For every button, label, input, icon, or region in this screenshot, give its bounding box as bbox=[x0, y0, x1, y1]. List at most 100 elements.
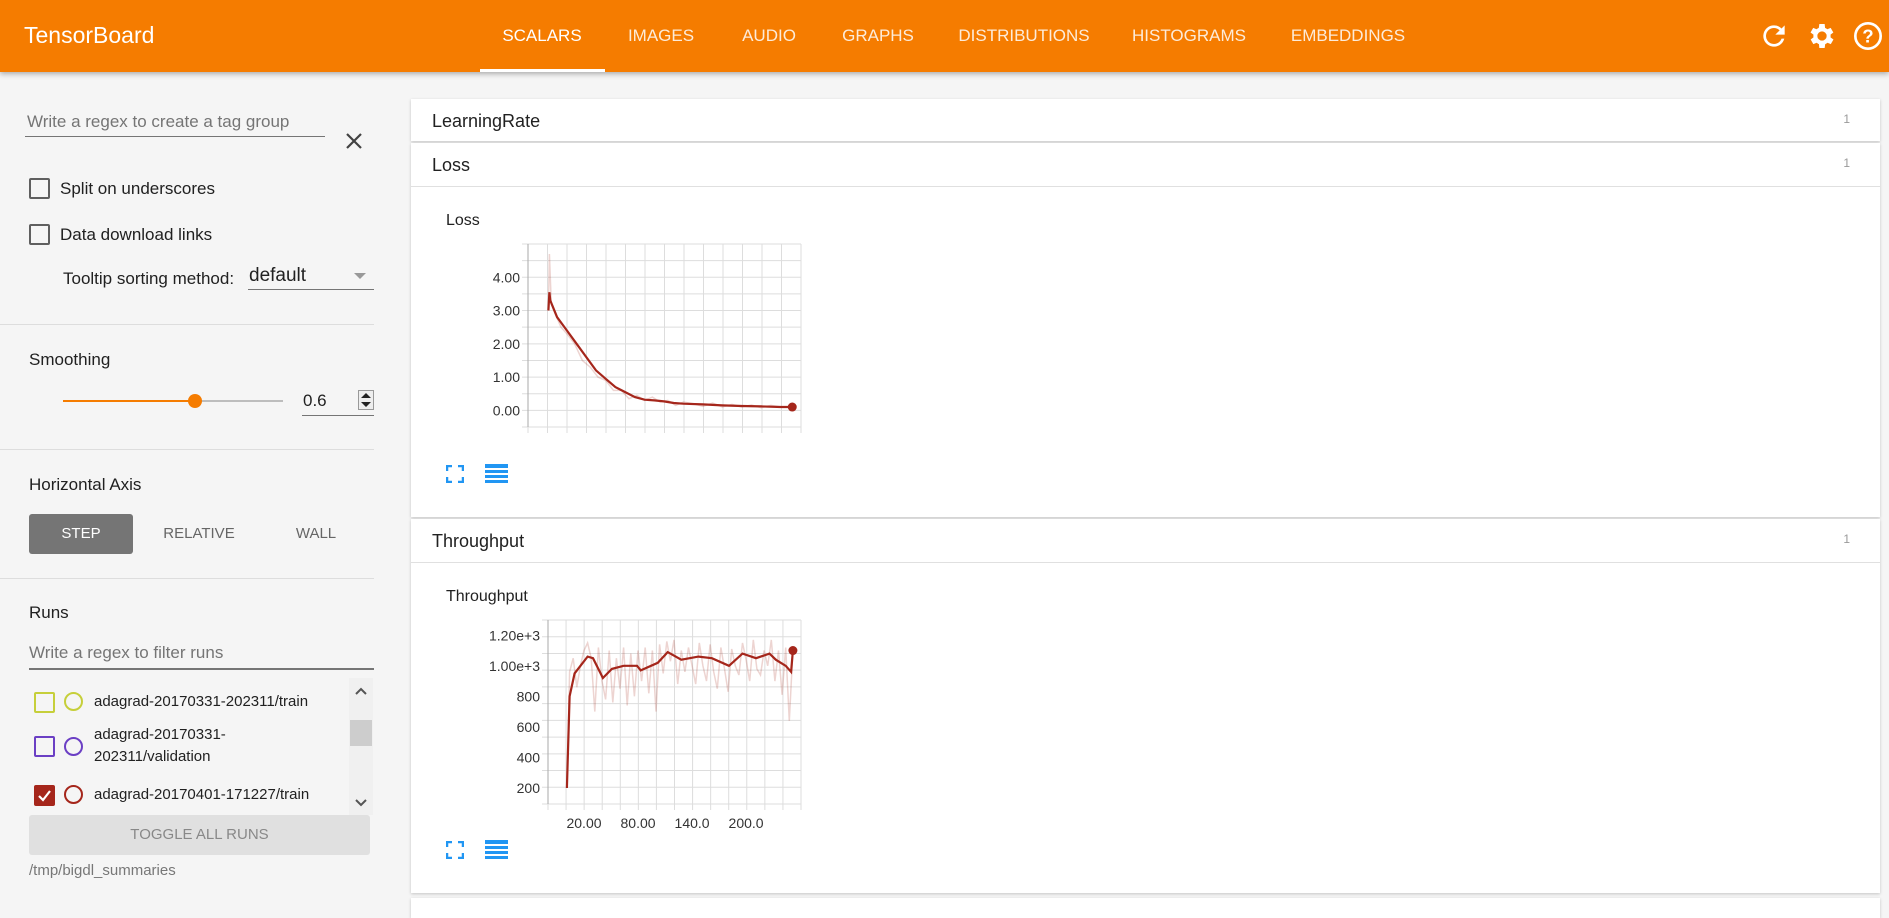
run-name: adagrad-20170331-202311/train bbox=[94, 693, 309, 710]
y-tick-label: 800 bbox=[517, 688, 541, 704]
divider bbox=[0, 324, 374, 325]
smoothing-slider[interactable] bbox=[63, 394, 283, 408]
dropdown-arrow-icon bbox=[354, 273, 366, 279]
haxis-relative-button[interactable]: RELATIVE bbox=[163, 525, 235, 542]
y-tick-label: 2.00 bbox=[493, 336, 520, 352]
fullscreen-icon[interactable] bbox=[446, 465, 464, 483]
haxis-wall-button[interactable]: WALL bbox=[295, 525, 337, 542]
divider bbox=[0, 578, 374, 579]
checkmark-icon bbox=[38, 790, 51, 802]
x-tick-label: 140.0 bbox=[675, 815, 710, 831]
run-color-radio[interactable] bbox=[64, 737, 83, 756]
toggle-all-runs-button[interactable]: TOGGLE ALL RUNS bbox=[29, 815, 370, 855]
group-header[interactable]: Loss 1 bbox=[411, 143, 1880, 187]
runs-filter-underline bbox=[29, 668, 374, 670]
y-tick-label: 1.00e+3 bbox=[489, 658, 540, 674]
fullscreen-icon[interactable] bbox=[446, 841, 464, 859]
tag-group-learningrate[interactable]: LearningRate 1 bbox=[411, 99, 1880, 141]
horizontal-axis-label: Horizontal Axis bbox=[29, 475, 142, 494]
group-count: 1 bbox=[1843, 532, 1850, 546]
spinner-arrows-icon[interactable] bbox=[358, 390, 374, 410]
close-icon[interactable] bbox=[343, 130, 365, 152]
scroll-down-icon[interactable] bbox=[355, 798, 367, 808]
scrollbar-thumb[interactable] bbox=[350, 720, 372, 746]
help-icon[interactable]: ? bbox=[1852, 20, 1884, 52]
refresh-icon[interactable] bbox=[1758, 20, 1790, 52]
tab-embeddings[interactable]: EMBEDDINGS bbox=[1290, 26, 1406, 45]
tab-histograms[interactable]: HISTOGRAMS bbox=[1132, 26, 1246, 45]
tag-group-regex-input[interactable]: Write a regex to create a tag group bbox=[27, 112, 290, 131]
group-name: Loss bbox=[432, 155, 471, 175]
runs-scrollbar[interactable] bbox=[349, 678, 373, 815]
smoothing-value-input[interactable]: 0.6 bbox=[302, 382, 374, 416]
sidebar: Write a regex to create a tag group Spli… bbox=[0, 72, 374, 907]
x-tick-label: 200.0 bbox=[729, 815, 764, 831]
loss-chart[interactable]: 0.00 1.00 2.00 3.00 4.00 bbox=[411, 143, 831, 443]
tab-scalars[interactable]: SCALARS bbox=[502, 26, 582, 45]
last-point-marker bbox=[787, 402, 797, 412]
slider-fill bbox=[63, 400, 195, 402]
tab-distributions[interactable]: DISTRIBUTIONS bbox=[958, 26, 1090, 45]
group-count: 1 bbox=[1843, 112, 1850, 126]
data-download-checkbox[interactable] bbox=[29, 224, 50, 245]
run-checkbox[interactable] bbox=[34, 692, 55, 713]
divider bbox=[0, 449, 374, 450]
top-app-bar: TensorBoard SCALARS IMAGES AUDIO GRAPHS … bbox=[0, 0, 1889, 72]
run-item[interactable]: adagrad-20170331-202311/validation bbox=[25, 724, 349, 774]
tooltip-sorting-dropdown[interactable]: default bbox=[248, 260, 374, 290]
x-tick-label: 80.00 bbox=[621, 815, 656, 831]
data-table-icon[interactable] bbox=[485, 464, 508, 484]
data-download-label: Data download links bbox=[60, 225, 213, 244]
runs-list: adagrad-20170331-202311/train adagrad-20… bbox=[25, 678, 349, 815]
tag-group-next bbox=[411, 898, 1880, 918]
y-tick-label: 600 bbox=[517, 719, 541, 735]
group-name: Throughput bbox=[432, 531, 525, 551]
throughput-chart[interactable]: 200 400 600 800 1.00e+3 1.20e+3 20.00 80.00 140.… bbox=[411, 519, 831, 839]
haxis-step-button[interactable]: STEP bbox=[29, 514, 133, 554]
split-underscores-label: Split on underscores bbox=[60, 179, 215, 198]
slider-thumb[interactable] bbox=[188, 394, 202, 408]
runs-label: Runs bbox=[29, 603, 69, 622]
tab-graphs[interactable]: GRAPHS bbox=[842, 26, 914, 45]
group-header[interactable]: Throughput 1 bbox=[411, 519, 1880, 563]
group-name: LearningRate bbox=[432, 111, 541, 131]
y-tick-label: 200 bbox=[517, 780, 541, 796]
smoothed-series-line bbox=[547, 292, 793, 409]
y-tick-label: 3.00 bbox=[493, 303, 520, 319]
tag-regex-underline bbox=[25, 136, 325, 137]
last-point-marker bbox=[788, 646, 798, 656]
smoothed-series-line bbox=[565, 650, 794, 789]
x-tick-label: 20.00 bbox=[566, 815, 601, 831]
run-item[interactable]: adagrad-20170331-202311/train bbox=[25, 688, 349, 718]
logdir-path: /tmp/bigdl_summaries bbox=[29, 862, 176, 879]
run-checkbox-checked[interactable] bbox=[34, 785, 55, 806]
tag-group-loss: Loss 1 Loss 0.00 1.00 2.00 3.00 4.00 bbox=[411, 143, 1880, 517]
svg-text:?: ? bbox=[1862, 26, 1873, 47]
chart-title: Throughput bbox=[446, 588, 528, 605]
chart-title: Loss bbox=[446, 212, 480, 229]
run-color-radio[interactable] bbox=[64, 785, 83, 804]
tab-audio[interactable]: AUDIO bbox=[742, 26, 796, 45]
run-color-radio[interactable] bbox=[64, 692, 83, 711]
run-item[interactable]: adagrad-20170401-171227/train bbox=[25, 781, 349, 811]
tab-images[interactable]: IMAGES bbox=[627, 26, 695, 45]
smoothing-label: Smoothing bbox=[29, 350, 111, 369]
runs-filter-input[interactable]: Write a regex to filter runs bbox=[29, 643, 224, 662]
run-checkbox[interactable] bbox=[34, 736, 55, 757]
run-name: adagrad-20170401-171227/train bbox=[94, 786, 310, 803]
app-title: TensorBoard bbox=[24, 22, 155, 48]
smoothing-value: 0.6 bbox=[303, 391, 327, 410]
scroll-up-icon[interactable] bbox=[355, 686, 367, 696]
tooltip-sorting-value: default bbox=[249, 265, 307, 286]
y-tick-label: 1.00 bbox=[493, 369, 520, 385]
tooltip-sorting-label: Tooltip sorting method: bbox=[63, 269, 235, 288]
raw-series-line bbox=[566, 639, 794, 789]
y-tick-label: 1.20e+3 bbox=[489, 627, 540, 643]
tag-group-throughput: Throughput 1 Throughput 200 400 600 800 1.00e… bbox=[411, 519, 1880, 893]
y-tick-label: 0.00 bbox=[493, 402, 520, 418]
split-underscores-checkbox[interactable] bbox=[29, 178, 50, 199]
data-table-icon[interactable] bbox=[485, 840, 508, 860]
settings-icon[interactable] bbox=[1806, 20, 1838, 52]
group-count: 1 bbox=[1843, 156, 1850, 170]
y-tick-label: 400 bbox=[517, 749, 541, 765]
